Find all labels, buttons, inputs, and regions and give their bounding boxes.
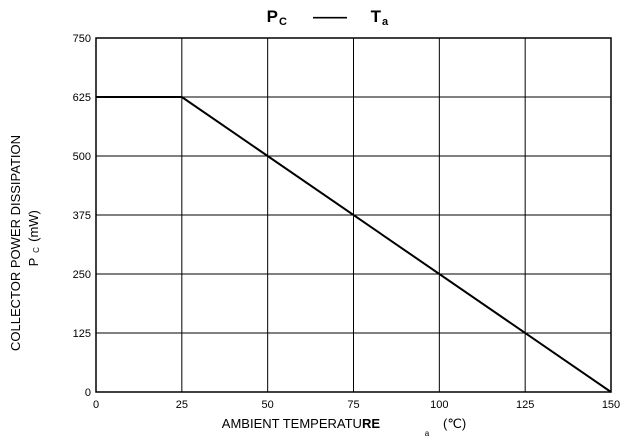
title-left-symbol: P: [267, 7, 278, 26]
x-tick-label: 100: [430, 399, 448, 411]
x-axis-title-bold: RE: [362, 416, 380, 431]
x-tick-label: 0: [93, 399, 99, 411]
svg-text:AMBIENT TEMPERATURE: AMBIENT TEMPERATURE: [222, 416, 381, 431]
x-tick-label: 150: [602, 399, 620, 411]
y-tick-label: 250: [73, 269, 91, 281]
y-tick-label: 375: [73, 210, 91, 222]
y-tick-label: 0: [85, 387, 91, 399]
series-layer: [96, 96, 612, 393]
y-axis-title-symbol: P: [26, 258, 41, 267]
y-tick-labels: 0 125 250 375 500 625 750: [73, 33, 91, 399]
y-tick-label: 750: [73, 33, 91, 45]
y-tick-label: 500: [73, 151, 91, 163]
plot-frame: [95, 37, 612, 393]
y-tick-label: 125: [73, 328, 91, 340]
chart-title: P C —— T a: [267, 7, 389, 28]
x-tick-label: 125: [516, 399, 534, 411]
derating-curve: [96, 96, 612, 393]
x-tick-labels: 0 25 50 75 100 125 150: [93, 399, 620, 411]
x-axis-title-text: AMBIENT TEMPERATU: [222, 416, 362, 431]
x-tick-label: 50: [262, 399, 274, 411]
x-axis-title: AMBIENT TEMPERATURE a (℃): [222, 416, 466, 438]
x-axis-title-unit: (℃): [443, 416, 466, 431]
x-tick-label: 25: [176, 399, 188, 411]
x-axis-title-subscript: a: [425, 429, 430, 438]
title-dash: ——: [313, 7, 347, 26]
title-left-subscript: C: [279, 16, 287, 28]
y-axis-title-subscript: C: [32, 247, 41, 253]
x-tick-label: 75: [347, 399, 359, 411]
title-right-subscript: a: [382, 16, 389, 28]
y-axis-title: COLLECTOR POWER DISSIPATION P C (mW): [8, 135, 41, 351]
y-tick-label: 625: [73, 92, 91, 104]
title-right-symbol: T: [371, 7, 382, 26]
y-axis-title-line1: COLLECTOR POWER DISSIPATION: [8, 135, 23, 351]
y-axis-title-unit: (mW): [26, 210, 41, 242]
